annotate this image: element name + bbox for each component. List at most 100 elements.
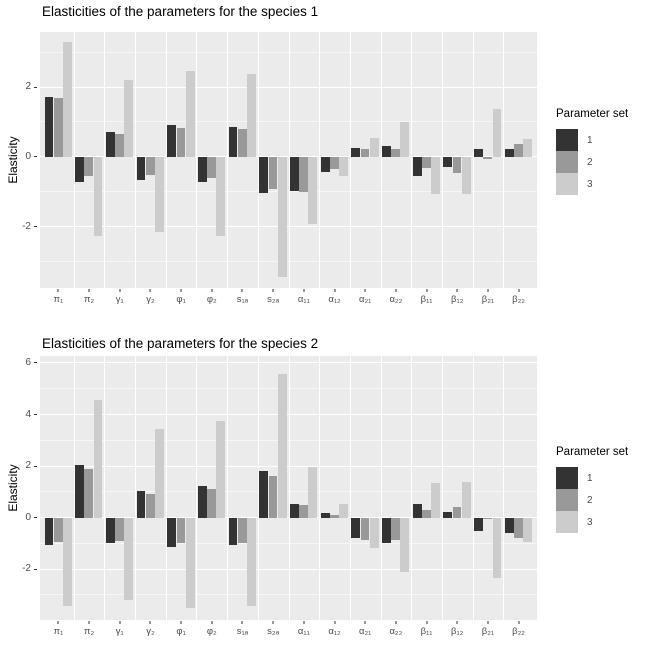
bar-β₁₁-set1 <box>412 503 422 518</box>
x-tick-label: α₂₁ <box>358 294 372 305</box>
bar-β₂₂-set3 <box>523 517 532 542</box>
legend-swatch-set2 <box>556 151 578 173</box>
bar-β₁₁-set3 <box>431 482 440 518</box>
bar-φ₂-set1 <box>197 485 207 518</box>
x-tick-mark <box>119 289 121 292</box>
bar-φ₂-set3 <box>216 420 226 518</box>
bar-α₂₁-set3 <box>369 517 379 548</box>
x-tick-mark <box>303 289 305 292</box>
bar-s₁ₐ-set2 <box>237 128 247 157</box>
bar-γ₁-set2 <box>115 133 124 157</box>
legend: Parameter set 1 2 3 <box>556 108 661 195</box>
bar-β₁₂-set3 <box>461 156 471 194</box>
x-tick-label: β₁₁ <box>420 294 433 305</box>
bar-γ₂-set1 <box>136 156 146 180</box>
x-tick-label: s₂ₐ <box>267 294 280 305</box>
bar-α₂₁-set3 <box>369 138 379 157</box>
x-tick-mark <box>272 289 274 292</box>
bar-π₂-set3 <box>93 156 103 237</box>
bar-β₂₂-set2 <box>513 517 523 539</box>
chart-species-1: Elasticities of the parameters for the s… <box>6 4 661 305</box>
bar-β₂₁-set3 <box>492 108 502 157</box>
bar-π₁-set3 <box>63 41 72 157</box>
bar-φ₂-set2 <box>207 489 216 518</box>
bar-α₂₁-set2 <box>360 149 370 157</box>
y-tick-mark <box>34 568 37 570</box>
y-tick-mark <box>34 362 37 364</box>
legend-item: 3 <box>556 511 661 533</box>
bar-π₁-set2 <box>53 98 63 157</box>
x-tick-mark <box>303 621 305 624</box>
vertical-gridline <box>472 356 474 620</box>
y-axis-title: Elasticity <box>6 464 20 512</box>
x-tick-mark <box>88 289 90 292</box>
x-tick-mark <box>241 289 243 292</box>
bar-s₂ₐ-set1 <box>259 470 269 518</box>
legend-label: 1 <box>587 134 593 146</box>
bar-β₂₁-set3 <box>492 517 502 578</box>
x-tick-label: β₂₁ <box>481 626 495 637</box>
bar-β₂₁-set1 <box>474 517 483 532</box>
y-tick-label: 4 <box>25 408 31 420</box>
x-tick-label: s₂ₐ <box>267 626 280 637</box>
vertical-gridline <box>196 32 198 288</box>
legend: Parameter set 1 2 3 <box>556 446 661 533</box>
bar-β₁₂-set2 <box>452 506 462 518</box>
x-tick-label: π₁ <box>53 626 64 637</box>
x-tick-label: φ₂ <box>206 294 217 305</box>
bar-β₂₂-set1 <box>504 517 514 534</box>
x-tick-label: α₂₁ <box>358 626 372 637</box>
legend-label: 1 <box>587 472 593 484</box>
x-tick-mark <box>180 621 182 624</box>
x-tick-label: γ₁ <box>115 294 124 305</box>
bar-α₂₁-set2 <box>360 517 370 540</box>
bar-β₂₂-set2 <box>513 143 523 157</box>
legend-label: 2 <box>587 156 593 168</box>
bar-β₂₂-set3 <box>523 139 532 157</box>
legend-swatch-set1 <box>556 129 578 151</box>
bar-γ₁-set3 <box>124 80 134 157</box>
x-tick-label: γ₂ <box>146 626 155 637</box>
bar-α₁₂-set1 <box>320 156 330 172</box>
vertical-gridline <box>227 356 229 620</box>
bar-α₁₁-set3 <box>308 467 318 518</box>
plot-panel <box>40 356 537 620</box>
bar-γ₁-set2 <box>115 517 124 541</box>
x-tick-label: φ₂ <box>206 626 217 637</box>
bar-α₁₁-set3 <box>308 156 318 225</box>
x-tick-mark <box>272 621 274 624</box>
x-tick-mark <box>395 621 397 624</box>
x-tick-label: α₁₂ <box>328 294 341 305</box>
x-tick-label: α₁₁ <box>297 294 310 305</box>
bar-β₁₁-set3 <box>431 156 440 194</box>
vertical-gridline <box>319 356 321 620</box>
x-tick-mark <box>211 621 213 624</box>
bar-s₁ₐ-set3 <box>247 73 256 157</box>
legend-item: 1 <box>556 467 661 489</box>
y-tick-mark <box>34 226 37 228</box>
y-tick-label: 0 <box>25 150 31 162</box>
x-tick-label: π₂ <box>83 626 95 637</box>
vertical-gridline <box>104 356 106 620</box>
vertical-gridline <box>441 356 443 620</box>
vertical-gridline <box>472 32 474 288</box>
vertical-gridline <box>380 32 382 288</box>
x-tick-label: β₂₂ <box>512 294 525 305</box>
y-tick-label: 2 <box>25 81 31 93</box>
bar-α₁₂-set2 <box>329 515 339 518</box>
vertical-gridline <box>349 356 351 620</box>
legend-title: Parameter set <box>556 446 629 458</box>
x-tick-label: φ₁ <box>176 626 186 637</box>
x-tick-label: γ₁ <box>115 626 124 637</box>
legend-title: Parameter set <box>556 108 629 120</box>
vertical-gridline <box>349 32 351 288</box>
bar-γ₂-set1 <box>136 490 146 518</box>
legend-swatch-set3 <box>556 511 578 533</box>
bar-β₂₁-set2 <box>483 156 493 159</box>
bar-β₁₂-set3 <box>461 481 471 518</box>
y-tick-mark <box>34 86 37 88</box>
bar-β₁₂-set2 <box>452 156 462 174</box>
x-tick-label: β₁₁ <box>420 626 433 637</box>
vertical-gridline <box>135 356 137 620</box>
bar-π₂-set2 <box>84 468 94 518</box>
